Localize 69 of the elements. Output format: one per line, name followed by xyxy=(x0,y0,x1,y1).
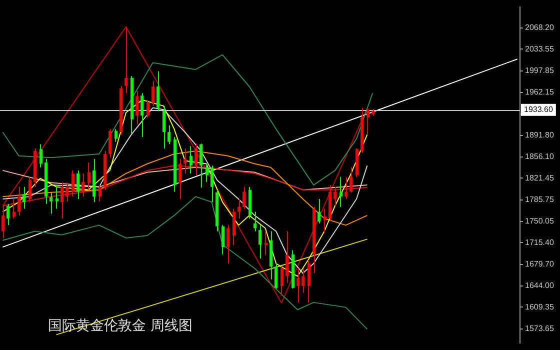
candlestick xyxy=(340,176,342,208)
ref-line-label: 1933.60 xyxy=(524,105,554,114)
y-tick-label: 1715.40 xyxy=(525,238,554,247)
candlestick xyxy=(146,99,150,118)
candlestick xyxy=(308,259,310,303)
candlestick xyxy=(156,70,160,112)
y-tick-label: 1573.65 xyxy=(525,324,554,334)
candlestick xyxy=(50,192,52,214)
candlestick xyxy=(190,146,192,174)
candlestick xyxy=(76,170,80,200)
candlestick xyxy=(274,263,278,289)
y-tick-label: 1856.10 xyxy=(525,152,554,162)
candlestick xyxy=(66,182,68,202)
y-tick-label: 2068.20 xyxy=(525,23,554,32)
candlestick xyxy=(296,268,300,303)
y-tick-label: 1997.85 xyxy=(525,66,554,75)
candlestick xyxy=(280,266,284,296)
candlestick xyxy=(366,107,370,134)
y-tick-label: 1750.05 xyxy=(525,216,554,226)
y-tick-label: 1785.75 xyxy=(525,194,554,204)
candlestick xyxy=(12,198,16,219)
candlestick xyxy=(318,198,320,224)
candlestick xyxy=(238,198,240,219)
candlestick xyxy=(210,165,214,203)
candlestick xyxy=(232,208,236,246)
candlestick xyxy=(200,143,202,188)
candlestick xyxy=(18,186,20,216)
candlestick xyxy=(40,144,42,168)
y-tick-label: 1821.45 xyxy=(525,173,554,182)
y-tick-label: 1609.35 xyxy=(525,302,554,312)
candlestick xyxy=(82,172,84,198)
candlestick xyxy=(242,186,246,210)
candlestick xyxy=(2,205,4,238)
candlestick xyxy=(222,224,224,255)
y-tick-label: 2033.55 xyxy=(525,44,554,54)
y-tick-label: 1679.70 xyxy=(525,260,554,269)
y-tick-label: 1891.80 xyxy=(525,130,554,140)
candlestick xyxy=(124,26,128,94)
candlestick xyxy=(194,143,198,176)
candlestick xyxy=(324,208,326,234)
candlestick xyxy=(334,186,336,206)
candlestick xyxy=(178,158,182,200)
candlestick xyxy=(344,176,348,200)
candlestick xyxy=(140,92,144,138)
candlestick xyxy=(162,105,166,150)
y-tick-label: 1962.15 xyxy=(525,88,554,97)
candlestick xyxy=(254,211,256,232)
candlestick xyxy=(206,163,208,182)
candlestick xyxy=(258,224,262,260)
candlestick xyxy=(28,176,32,203)
candlestick xyxy=(286,230,288,284)
candlestick xyxy=(264,230,268,256)
candlestick xyxy=(226,224,230,264)
candlestick xyxy=(88,162,90,190)
candlestick xyxy=(184,148,186,174)
candlestick xyxy=(60,182,64,219)
y-tick-label: 1644.00 xyxy=(525,281,554,290)
candlestick xyxy=(302,268,304,294)
candlestick xyxy=(114,128,118,142)
candlestick xyxy=(98,184,102,202)
candlestick xyxy=(56,184,58,210)
candlestick xyxy=(168,124,170,145)
candlestick xyxy=(136,90,138,125)
candlestick xyxy=(72,170,74,198)
candlestick xyxy=(22,186,26,210)
candlestick xyxy=(152,80,154,106)
candlestick xyxy=(350,166,352,193)
candlestick xyxy=(108,128,112,158)
candlestick xyxy=(6,203,10,226)
